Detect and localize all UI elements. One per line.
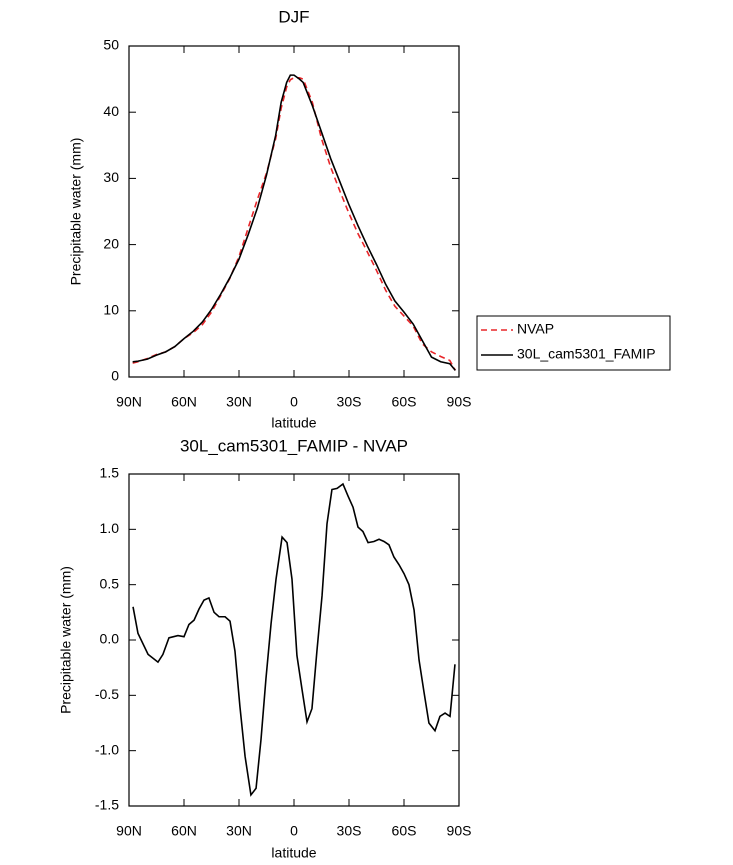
y-tick-label: 30: [103, 169, 119, 185]
y-axis-label: Precipitable water (mm): [68, 138, 84, 286]
chart-title: DJF: [278, 7, 309, 26]
x-tick-label: 90N: [116, 823, 142, 839]
x-tick-label: 30N: [226, 823, 252, 839]
x-tick-label: 60N: [171, 823, 197, 839]
chart-title: 30L_cam5301_FAMIP - NVAP: [180, 436, 408, 455]
y-tick-label: -1.5: [95, 797, 119, 813]
legend-label: 30L_cam5301_FAMIP: [517, 346, 656, 362]
y-tick-label: 50: [103, 37, 119, 53]
y-tick-label: -1.0: [95, 741, 119, 757]
x-tick-label: 60S: [392, 394, 417, 410]
x-axis-label: latitude: [271, 845, 316, 861]
plot-frame: [128, 45, 460, 378]
x-tick-label: 60S: [392, 823, 417, 839]
x-axis-label: latitude: [271, 415, 316, 431]
legend: NVAP 30L_cam5301_FAMIP: [476, 315, 671, 371]
y-tick-label: 40: [103, 103, 119, 119]
y-tick-label: 1.0: [100, 520, 120, 536]
x-tick-label: 30S: [337, 394, 362, 410]
y-tick-label: 0.5: [100, 575, 120, 591]
y-tick-label: 0.0: [100, 631, 120, 647]
x-tick-label: 90N: [116, 394, 142, 410]
y-tick-label: -0.5: [95, 686, 119, 702]
data-line: [132, 482, 456, 797]
data-line: [132, 76, 457, 371]
plot-frame: [128, 473, 460, 807]
x-tick-label: 0: [290, 394, 298, 410]
y-tick-label: 20: [103, 235, 119, 251]
legend-box: [476, 315, 671, 371]
x-tick-label: 30N: [226, 394, 252, 410]
x-tick-label: 90S: [447, 394, 472, 410]
x-tick-label: 0: [290, 823, 298, 839]
x-tick-label: 60N: [171, 394, 197, 410]
y-tick-label: 10: [103, 302, 119, 318]
data-line: [132, 74, 456, 371]
legend-label: NVAP: [517, 321, 554, 337]
y-tick-label: 1.5: [100, 465, 120, 481]
y-axis-label: Precipitable water (mm): [58, 566, 74, 714]
x-tick-label: 30S: [337, 823, 362, 839]
y-tick-label: 0: [111, 368, 119, 384]
x-tick-label: 90S: [447, 823, 472, 839]
